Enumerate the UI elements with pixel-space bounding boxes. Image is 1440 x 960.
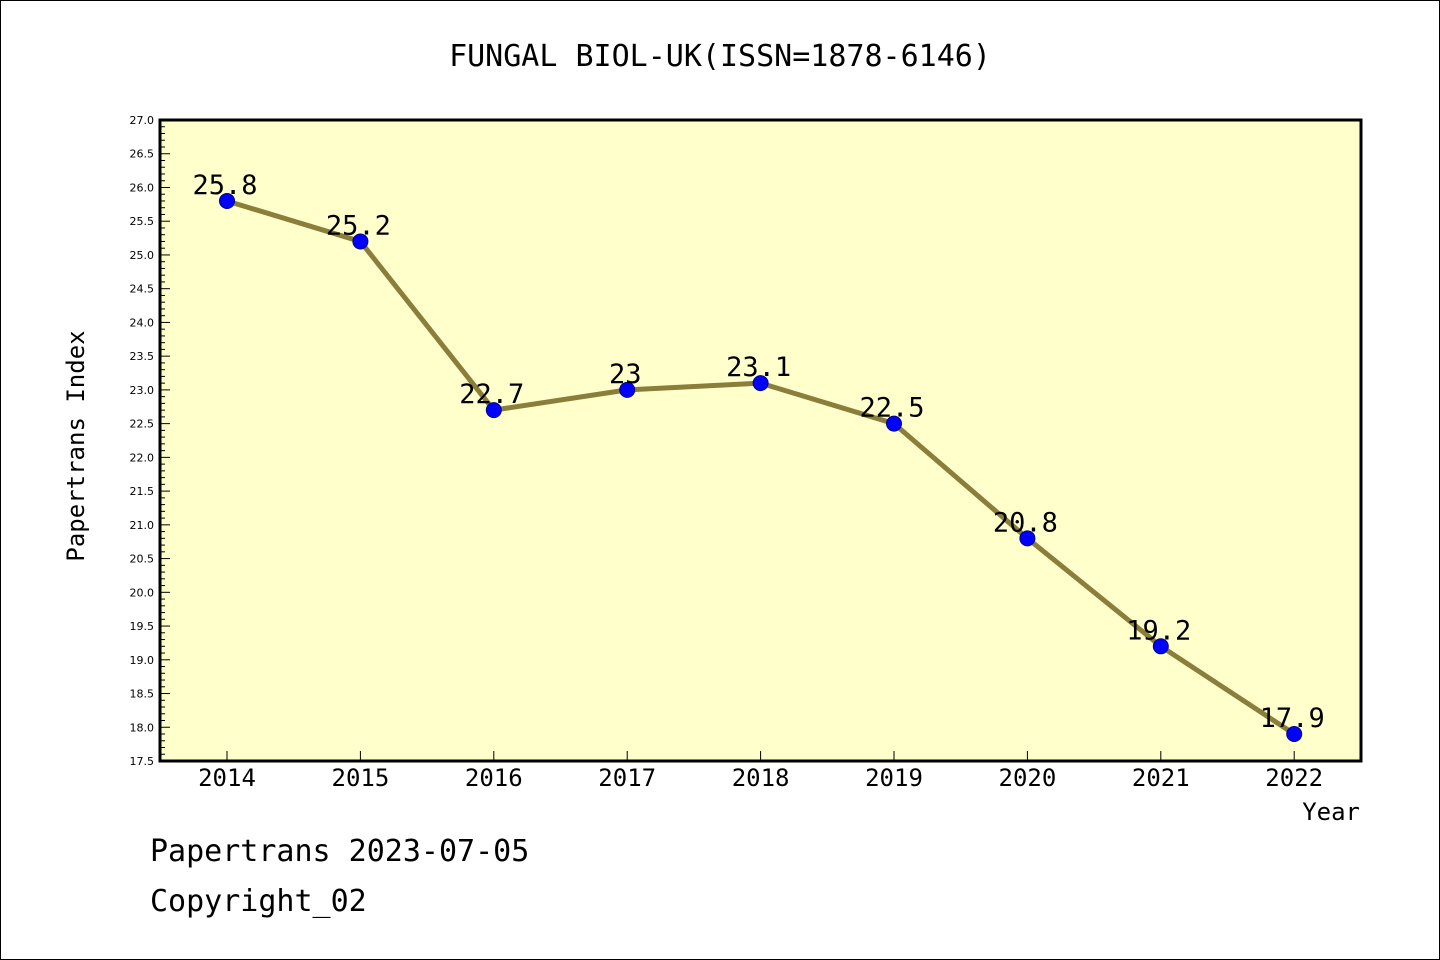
footer-copyright: Copyright_02	[150, 884, 367, 919]
data-label: 22.7	[459, 379, 524, 410]
data-point	[219, 192, 235, 209]
x-axis-label: Year	[1302, 798, 1360, 826]
data-label: 17.9	[1260, 703, 1325, 734]
y-tick-label: 19.5	[130, 620, 155, 633]
y-tick-label: 22.5	[130, 418, 155, 431]
data-labels: 25.8 25.2 22.7 23 23.1 22.5 20.8 19.2 17.9	[192, 170, 1324, 734]
data-label: 23.1	[726, 352, 791, 383]
y-tick-label: 23.5	[130, 350, 155, 363]
y-axis-ticks: 17.5 18.0 18.5 19.0 19.5 20.0 20.5 21.0 21.5 22.0…	[130, 114, 170, 768]
data-label: 25.8	[192, 170, 257, 201]
x-tick-label: 2014	[198, 764, 256, 792]
data-point	[1019, 530, 1036, 547]
y-tick-label: 26.0	[130, 181, 155, 194]
data-point	[1286, 726, 1303, 743]
x-tick-label: 2015	[332, 764, 390, 792]
data-point	[886, 415, 902, 432]
data-label: 25.2	[326, 210, 391, 241]
x-tick-label: 2021	[1132, 764, 1190, 792]
x-axis-ticks: 2014 2015 2016 2017 2018 2019 2020 2021 2022	[198, 751, 1323, 792]
y-tick-label: 25.0	[130, 249, 155, 262]
data-point	[352, 233, 369, 250]
y-tick-label: 23.0	[130, 384, 155, 397]
data-label: 20.8	[993, 507, 1058, 538]
y-tick-label: 18.5	[130, 688, 155, 701]
y-tick-label: 17.5	[130, 755, 155, 768]
data-label: 23	[609, 359, 642, 390]
x-tick-label: 2022	[1265, 764, 1323, 792]
y-tick-label: 24.5	[130, 283, 155, 296]
x-tick-label: 2019	[865, 764, 923, 792]
data-point	[752, 375, 769, 392]
y-tick-label: 21.0	[130, 519, 155, 532]
y-tick-label: 22.0	[130, 451, 155, 464]
footer-date: Papertrans 2023-07-05	[150, 834, 530, 869]
y-tick-label: 27.0	[130, 114, 155, 127]
y-tick-label: 18.0	[130, 721, 155, 734]
y-tick-label: 21.5	[130, 485, 155, 498]
x-tick-label: 2016	[465, 764, 523, 792]
y-tick-label: 24.0	[130, 316, 155, 329]
y-tick-label: 19.0	[130, 654, 155, 667]
data-label: 22.5	[859, 393, 924, 424]
chart-title: FUNGAL BIOL-UK(ISSN=1878-6146)	[449, 39, 991, 74]
y-tick-label: 25.5	[130, 215, 155, 228]
x-tick-label: 2020	[999, 764, 1057, 792]
data-label: 19.2	[1126, 615, 1191, 646]
x-tick-label: 2017	[598, 764, 656, 792]
data-point	[485, 402, 502, 419]
data-point	[1152, 638, 1169, 655]
y-tick-label: 26.5	[130, 148, 155, 161]
y-axis-label: Papertrans Index	[62, 330, 90, 561]
y-tick-label: 20.0	[130, 586, 155, 599]
y-tick-label: 20.5	[130, 553, 155, 566]
data-point	[619, 381, 636, 398]
x-tick-label: 2018	[732, 764, 790, 792]
data-points	[219, 192, 1303, 743]
